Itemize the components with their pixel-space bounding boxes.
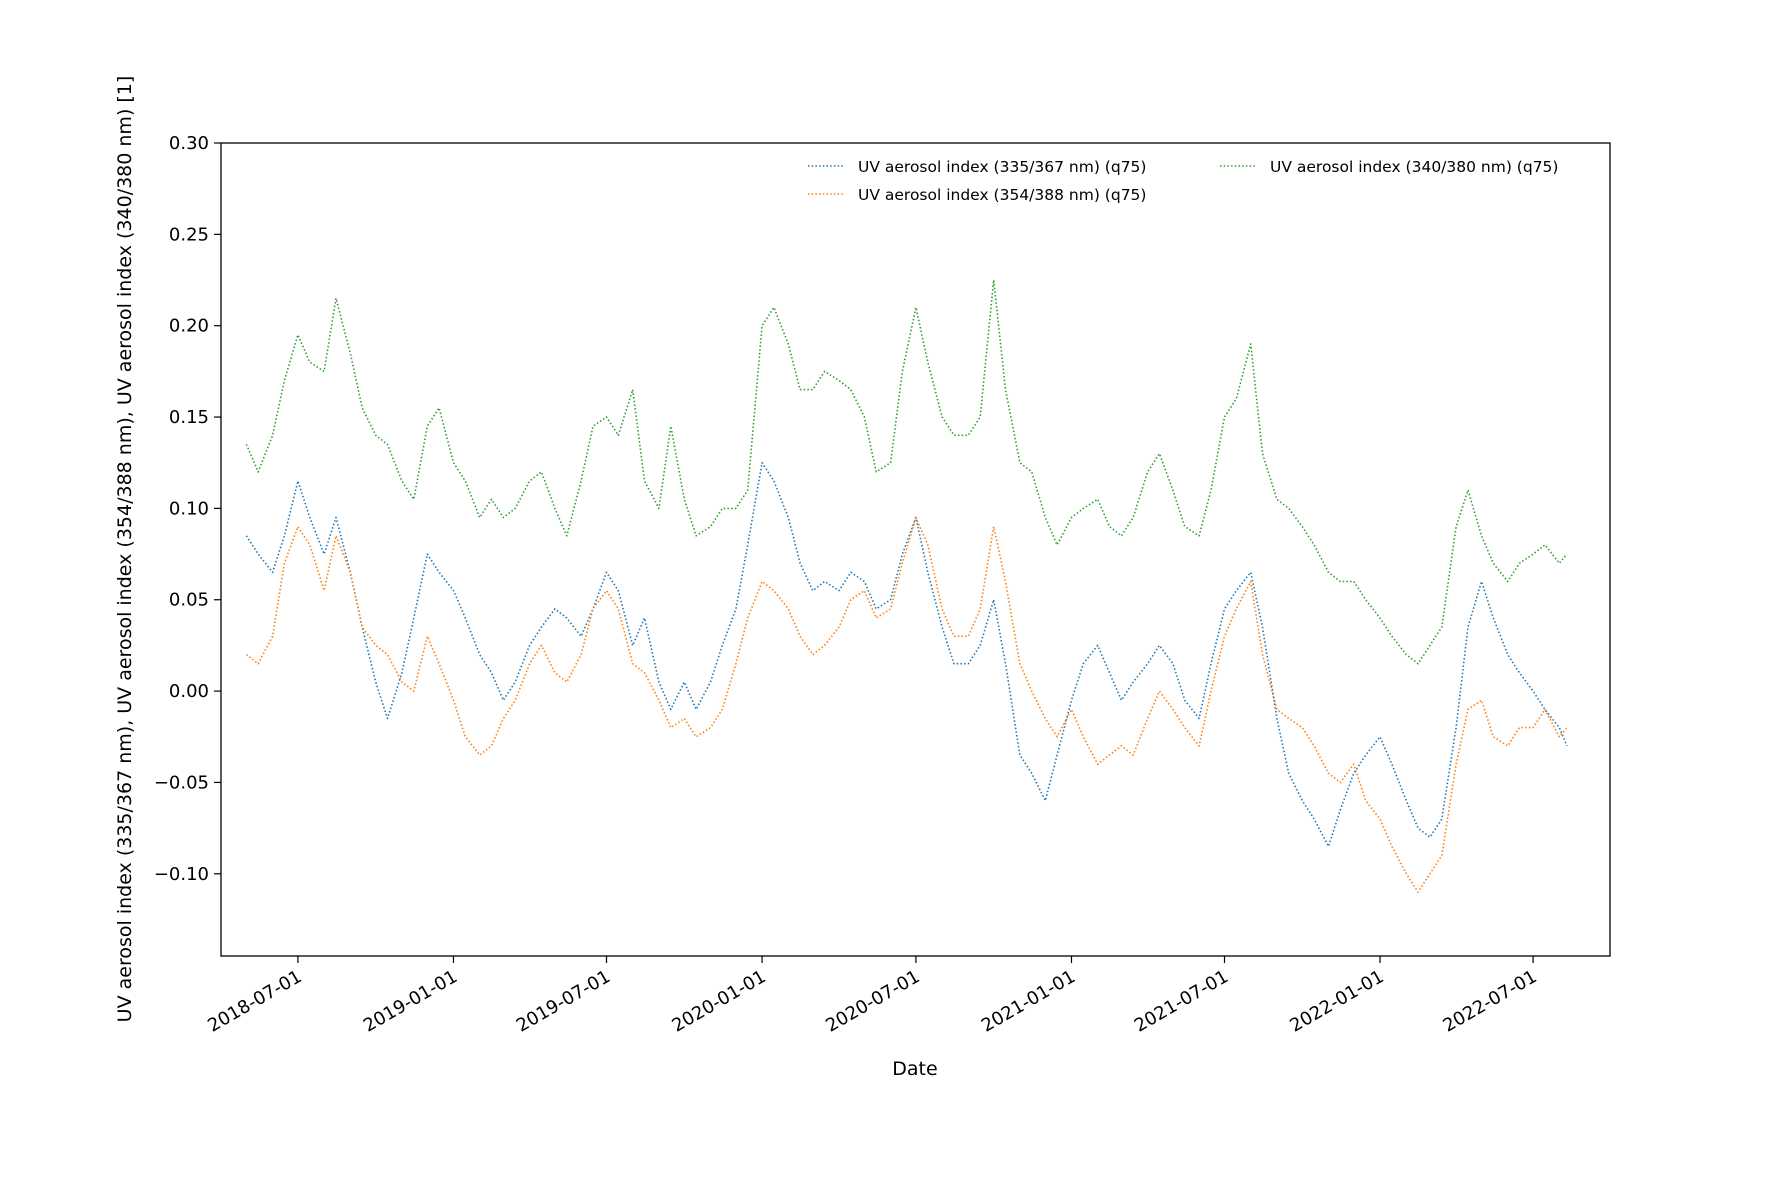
legend-label: UV aerosol index (335/367 nm) (q75) xyxy=(858,158,1146,176)
y-tick-label: 0.05 xyxy=(169,590,209,611)
legend-label: UV aerosol index (354/388 nm) (q75) xyxy=(858,186,1146,204)
series-line-3 xyxy=(245,279,1568,665)
y-tick-label: −0.10 xyxy=(154,864,209,885)
y-tick-label: 0.10 xyxy=(169,498,209,519)
y-tick-label: −0.05 xyxy=(154,772,209,793)
y-tick-label: 0.15 xyxy=(169,407,209,428)
legend: UV aerosol index (335/367 nm) (q75) UV ae… xyxy=(808,158,1558,204)
series-layer xyxy=(245,279,1568,893)
legend-label: UV aerosol index (340/380 nm) (q75) xyxy=(1270,158,1558,176)
x-axis-label: Date xyxy=(892,1058,937,1080)
y-tick-label: 0.00 xyxy=(169,681,209,702)
y-axis: −0.10 −0.05 0.00 0.05 0.10 0.15 0.20 0.25 0.30 xyxy=(154,133,221,885)
y-tick-label: 0.20 xyxy=(169,316,209,337)
series-line-1 xyxy=(245,461,1568,848)
y-axis-label: UV aerosol index (335/367 nm), UV aeroso… xyxy=(114,76,136,1023)
y-tick-label: 0.30 xyxy=(169,133,209,154)
y-tick-label: 0.25 xyxy=(169,224,209,245)
series-line-2 xyxy=(245,516,1568,893)
